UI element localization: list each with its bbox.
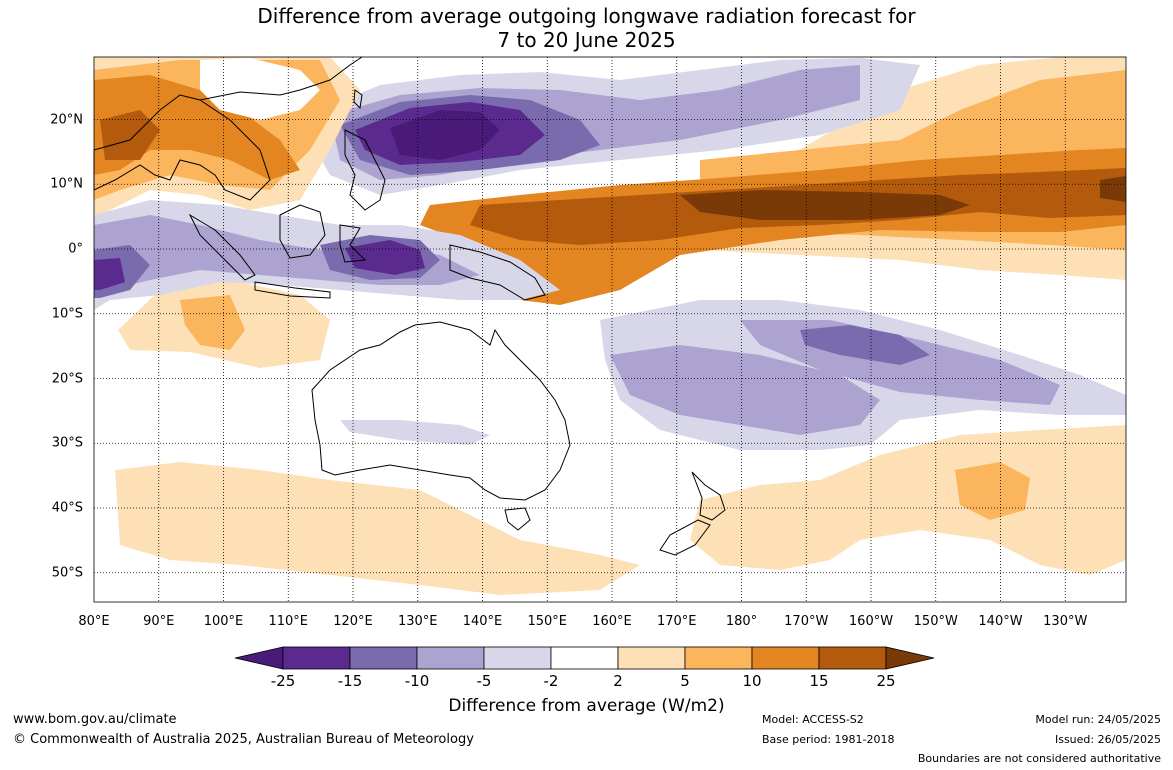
colorbar-segment [416, 646, 485, 670]
colorbar-segment [617, 646, 686, 670]
anomaly-region-spcz-core [800, 325, 930, 365]
anomaly-region-tasman-core [180, 295, 245, 350]
new-zealand-north-coastline [691, 471, 726, 521]
y-tick-label: 40°S [51, 500, 83, 516]
footer-base-period: Base period: 1981-2018 [762, 733, 895, 746]
footer-model-run: Model run: 24/05/2025 [1035, 713, 1161, 726]
x-tick-label: 170°W [784, 614, 829, 629]
map-title: Difference from average outgoing longwav… [0, 4, 1173, 52]
colorbar-tick-label: 10 [742, 672, 762, 690]
colorbar-extend-low [234, 646, 284, 670]
colorbar-segment [550, 646, 619, 670]
new-zealand-south-coastline [659, 519, 711, 556]
colorbar-segment [818, 646, 887, 670]
anomaly-region-east-core [955, 462, 1030, 520]
coastlines [93, 56, 726, 556]
footer-url: www.bom.gov.au/climate [13, 712, 177, 727]
x-tick-label: 160°E [592, 614, 632, 629]
anomaly-region-china-white [200, 58, 320, 120]
colorbar-tick-label: 25 [876, 672, 896, 690]
colorbar-title: Difference from average (W/m2) [448, 696, 725, 716]
anomaly-region-mc-core-west [94, 258, 125, 290]
x-tick-label: 180° [725, 614, 758, 629]
sulawesi-coastline [339, 224, 367, 263]
x-tick-label: 140°E [462, 614, 503, 629]
y-tick-label: 50°S [51, 565, 83, 581]
colorbar-extend-high [885, 646, 935, 670]
colorbar-tick-label: -25 [270, 672, 296, 690]
footer-disclaimer: Boundaries are not considered authoritat… [917, 752, 1161, 765]
anomaly-region-southern-east [690, 425, 1126, 575]
x-tick-label: 160°W [848, 614, 894, 629]
x-tick-label: 80°E [78, 614, 110, 629]
y-tick-label: 0° [68, 241, 83, 257]
anomaly-region-asia-strong [94, 75, 300, 180]
y-tick-label: 10°N [50, 176, 83, 192]
x-tick-label: 110°E [268, 614, 309, 629]
colorbar-tick-label: -5 [476, 672, 492, 690]
title-line-1: Difference from average outgoing longwav… [257, 4, 916, 28]
x-tick-label: 150°W [913, 614, 958, 629]
colorbar-segment [483, 646, 552, 670]
y-tick-label: 20°N [50, 112, 83, 127]
colorbar-tick-label: -15 [337, 672, 363, 690]
new-guinea-coastline [449, 244, 546, 301]
australia-coastline [311, 321, 571, 501]
x-tick-label: 170°E [656, 614, 697, 629]
taiwan-coastline [353, 89, 363, 110]
x-tick-label: 90°E [143, 614, 175, 629]
y-tick-label: 30°S [51, 435, 83, 451]
y-tick-label: 10°S [51, 306, 83, 322]
colorbar-segment [349, 646, 418, 670]
anomaly-field [94, 57, 1126, 602]
y-tick-label: 20°S [51, 371, 83, 386]
colorbar-tick-label: -10 [404, 672, 430, 690]
x-tick-label: 150°E [527, 614, 568, 629]
colorbar-segment [751, 646, 820, 670]
philippines-coastline [344, 129, 386, 211]
sumatra-coastline [188, 213, 256, 281]
anomaly-region-spcz-mid [610, 345, 880, 435]
x-tick-label: 100°E [203, 614, 244, 629]
title-line-2: 7 to 20 June 2025 [497, 28, 676, 52]
colorbar-tick-label: -2 [543, 672, 559, 690]
anomaly-region-southern-west [115, 462, 640, 595]
footer-issued: Issued: 26/05/2025 [1054, 733, 1161, 746]
x-tick-label: 140°W [978, 614, 1023, 629]
anomaly-region-npac-peak-east [1100, 176, 1126, 202]
gridlines [94, 57, 1126, 602]
footer-copyright: © Commonwealth of Australia 2025, Austra… [13, 732, 474, 747]
anomaly-region-australia-light [340, 420, 490, 445]
indochina-coastline [93, 94, 271, 201]
colorbar [234, 646, 935, 670]
colorbar-segment [684, 646, 753, 670]
china-coastline [199, 56, 363, 101]
map-frame [93, 56, 1127, 603]
colorbar-tick-label: 2 [613, 672, 623, 690]
x-tick-label: 130°W [1043, 614, 1088, 629]
tasmania-coastline [504, 507, 531, 531]
x-tick-label: 120°E [333, 614, 373, 629]
borneo-coastline [279, 204, 326, 259]
colorbar-tick-label: 15 [809, 672, 829, 690]
colorbar-segment [282, 646, 351, 670]
anomaly-region-npac-peak [680, 190, 970, 220]
java-coastline [254, 281, 331, 299]
colorbar-tick-label: 5 [680, 672, 690, 690]
anomaly-region-asia-core [100, 110, 160, 160]
footer-model: Model: ACCESS-S2 [762, 713, 864, 726]
x-tick-label: 130°E [397, 614, 438, 629]
